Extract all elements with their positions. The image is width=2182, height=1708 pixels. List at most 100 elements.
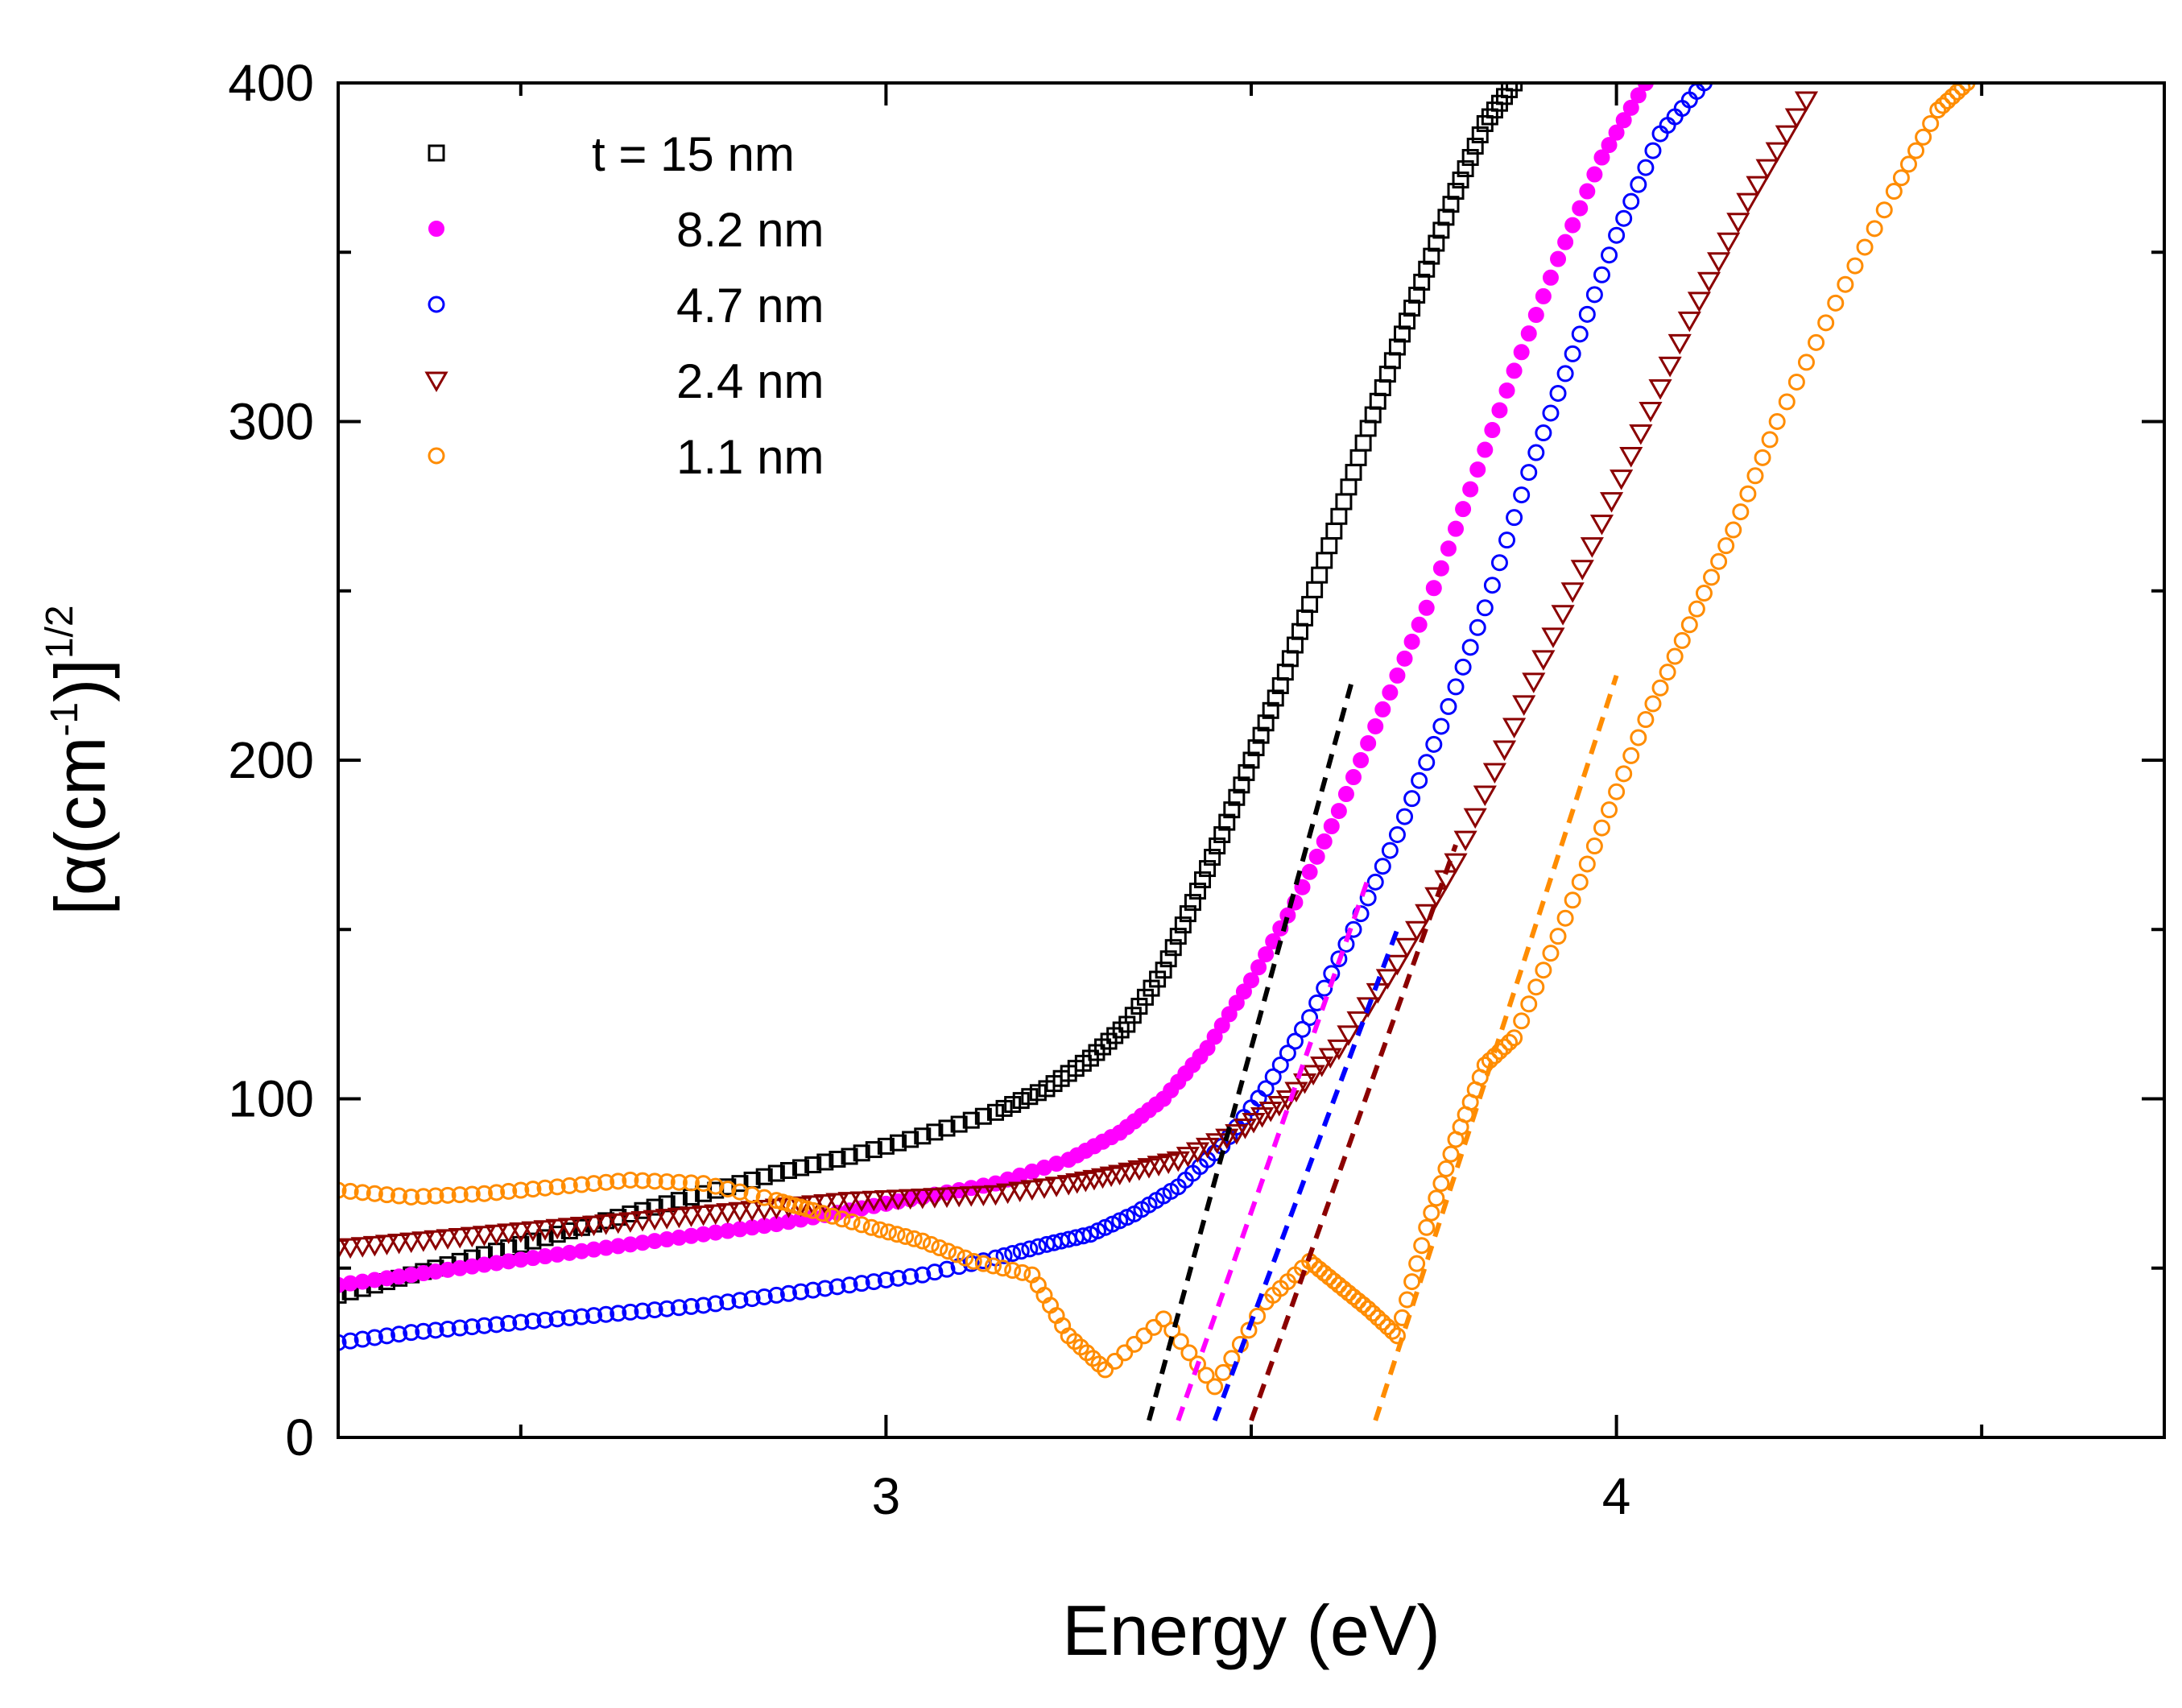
fit-line-2 <box>1212 928 1400 1422</box>
data-point <box>1301 596 1319 614</box>
y-title-outer-sup: 1/2 <box>39 605 81 659</box>
data-point <box>1644 142 1662 159</box>
data-point <box>1506 1029 1523 1047</box>
data-point <box>1155 962 1172 979</box>
data-point <box>1209 837 1226 855</box>
svg-text:[α(cm-1)]1/2: [α(cm-1)]1/2 <box>39 605 120 915</box>
legend-label: t = 15 nm <box>592 127 795 181</box>
data-point <box>1572 200 1589 217</box>
legend-item: 4.7 nm <box>428 279 824 333</box>
data-point <box>755 1168 773 1185</box>
data-point <box>1316 979 1333 997</box>
y-title-bracket: [ <box>40 895 120 915</box>
data-point <box>1205 1133 1229 1154</box>
data-point <box>1564 217 1581 234</box>
data-point <box>1452 172 1469 189</box>
data-point <box>1257 1080 1275 1098</box>
data-point <box>926 1263 944 1281</box>
data-point <box>1622 99 1639 116</box>
data-point <box>1375 969 1399 990</box>
data-point <box>366 1329 383 1346</box>
legend-label: 8.2 nm <box>676 203 824 257</box>
data-point <box>1345 769 1362 786</box>
data-point <box>1608 124 1625 141</box>
data-point <box>1541 627 1565 648</box>
data-point <box>890 1269 907 1287</box>
data-point <box>1097 1361 1114 1379</box>
data-point <box>1778 393 1796 411</box>
data-point <box>1378 366 1396 383</box>
data-point <box>374 1234 399 1255</box>
data-point <box>1484 422 1501 439</box>
data-point <box>1389 667 1406 684</box>
data-point <box>948 1246 965 1263</box>
data-point <box>622 1171 639 1189</box>
data-point <box>391 1325 408 1343</box>
data-point <box>902 1131 919 1148</box>
data-point <box>1827 294 1845 312</box>
data-point <box>792 1159 810 1177</box>
data-point <box>533 1220 557 1241</box>
data-point <box>1761 431 1779 449</box>
data-point <box>902 1268 919 1285</box>
data-point <box>1522 672 1546 693</box>
data-point <box>1630 729 1647 746</box>
data-point <box>1223 801 1241 819</box>
data-point <box>1498 382 1515 399</box>
data-point <box>1360 734 1377 751</box>
data-point <box>1345 920 1362 938</box>
data-point <box>658 1300 676 1317</box>
data-point <box>1228 995 1245 1011</box>
data-point <box>837 1192 862 1213</box>
data-point <box>947 1186 971 1208</box>
data-point <box>1399 312 1416 330</box>
data-point <box>1364 1305 1382 1322</box>
data-point <box>1395 937 1420 959</box>
data-point <box>695 1297 713 1314</box>
data-point <box>594 1214 618 1235</box>
data-point <box>1502 718 1527 738</box>
data-point <box>1197 1367 1215 1384</box>
data-point <box>1707 252 1731 273</box>
data-point <box>399 1232 424 1254</box>
data-point <box>427 1321 444 1339</box>
fit-line-0 <box>1147 675 1356 1421</box>
data-point <box>1366 873 1384 891</box>
data-point <box>1004 1262 1022 1280</box>
data-point <box>1423 247 1440 265</box>
data-point <box>1615 209 1633 227</box>
data-point <box>1688 600 1705 618</box>
data-point <box>1453 830 1477 852</box>
data-point <box>1199 860 1217 878</box>
data-point <box>1659 664 1676 681</box>
data-point <box>1264 1068 1282 1086</box>
data-point <box>512 1181 530 1199</box>
data-point <box>890 1134 907 1152</box>
data-point <box>1199 1040 1216 1057</box>
data-point <box>572 1176 590 1193</box>
data-point <box>338 1238 362 1259</box>
data-point <box>610 1305 627 1322</box>
data-point <box>1710 552 1728 570</box>
data-point <box>1325 522 1343 540</box>
data-point <box>378 1186 395 1204</box>
data-point <box>1218 813 1236 831</box>
data-point <box>1188 883 1206 900</box>
data-point <box>1599 492 1624 513</box>
data-point <box>1680 616 1698 634</box>
data-point <box>914 1232 932 1250</box>
legend: t = 15 nm 8.2 nm 4.7 nm 2.4 nm 1.1 nm <box>424 127 824 484</box>
data-point <box>1535 287 1552 304</box>
data-point <box>1571 325 1589 343</box>
data-point <box>897 1228 915 1246</box>
data-point <box>962 1111 980 1129</box>
data-point <box>1014 1263 1031 1281</box>
data-point <box>1619 447 1643 468</box>
data-point <box>1346 1011 1370 1032</box>
data-point <box>1907 142 1925 159</box>
data-point <box>560 1309 578 1326</box>
legend-marker <box>424 371 448 393</box>
legend-label: 1.1 nm <box>676 430 824 484</box>
data-point <box>1185 1142 1210 1164</box>
data-point <box>1466 137 1484 155</box>
